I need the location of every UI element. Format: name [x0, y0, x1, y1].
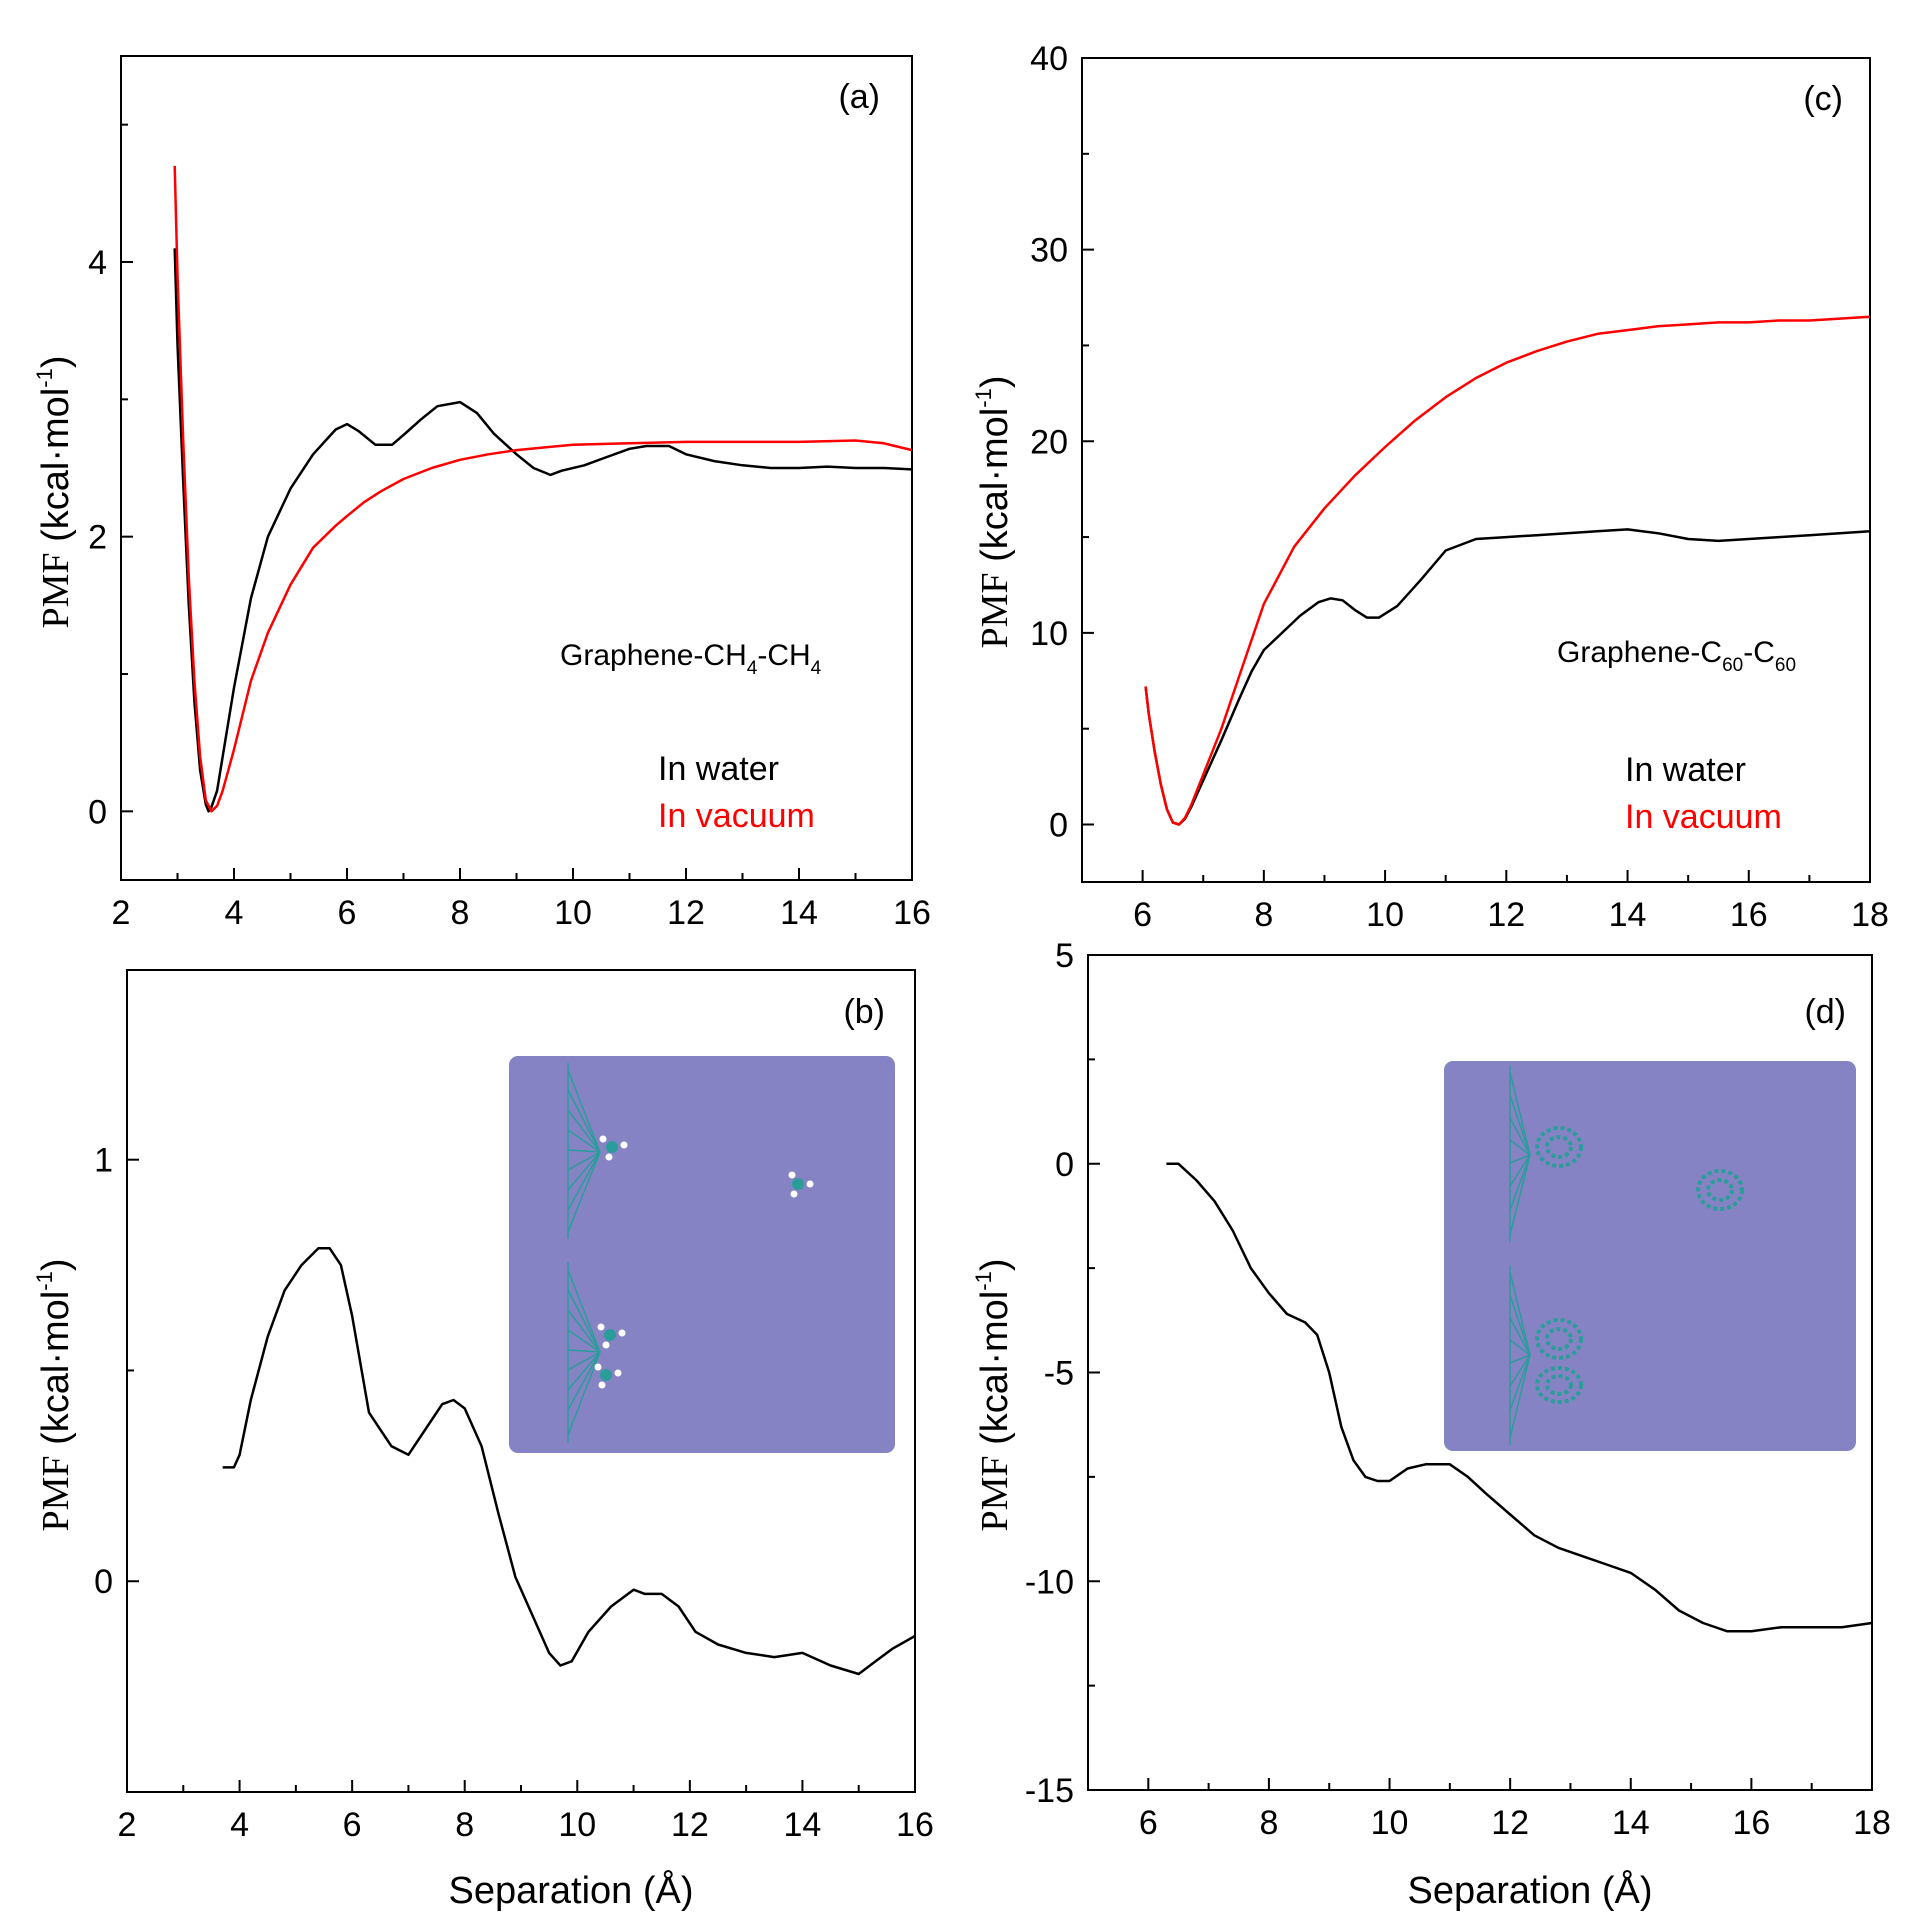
- legend-vacuum: In vacuum: [658, 797, 815, 835]
- y-axis-label: PMF (kcal·mol-1): [971, 376, 1016, 649]
- plot-lines: [173, 165, 913, 813]
- graphene-sheet-top: [1509, 1066, 1531, 1242]
- y-tick-label: 4: [88, 244, 107, 282]
- x-tick-label: 8: [451, 894, 470, 932]
- x-axis-label: Separation (Å): [1407, 1868, 1652, 1912]
- y-tick-label: -10: [1025, 1563, 1074, 1601]
- x-tick-label: 16: [896, 1806, 934, 1844]
- plot-lines: [1144, 315, 1871, 826]
- x-tick-label: 6: [1133, 896, 1152, 934]
- methane-molecule: [594, 1363, 622, 1389]
- x-tick-label: 8: [1254, 896, 1273, 934]
- legend-vacuum: In vacuum: [1625, 798, 1782, 836]
- x-axis-label: Separation (Å): [448, 1868, 693, 1912]
- x-tick-label: 16: [1732, 1804, 1770, 1842]
- y-tick-label: 0: [1055, 1146, 1074, 1184]
- y-axis-label: PMF (kcal·mol-1): [32, 1259, 77, 1532]
- inset-snapshot: [1444, 1061, 1856, 1451]
- axis-ticks: 6 8 10 12 14 16 18 0 10 20 30 40: [1030, 40, 1889, 934]
- series-line-in-vacuum: [1144, 315, 1871, 826]
- x-tick-label: 8: [1259, 1804, 1278, 1842]
- panel-label: (c): [1803, 80, 1843, 118]
- x-tick-label: 8: [455, 1806, 474, 1844]
- panel-label: (a): [838, 78, 880, 116]
- plot-lines: [222, 1246, 916, 1676]
- x-tick-label: 16: [893, 894, 931, 932]
- graphene-sheet-top: [567, 1063, 601, 1239]
- series-line-pmf: [222, 1246, 916, 1676]
- graphene-sheet-bottom: [1509, 1266, 1531, 1445]
- y-tick-label: 0: [1049, 807, 1068, 845]
- series-line-in-water: [173, 248, 913, 813]
- methane-molecule: [788, 1171, 814, 1198]
- y-axis-label: PMF (kcal·mol-1): [32, 356, 77, 629]
- panel-a: 2 4 6 8 10 12 14 16 0 2 4 (a) Graphene-CH4-CH4 In …: [32, 55, 931, 932]
- y-tick-label: -15: [1025, 1772, 1074, 1810]
- x-tick-label: 4: [225, 894, 244, 932]
- c60-molecule: [1696, 1169, 1744, 1211]
- axis-ticks: 2 4 6 8 10 12 14 16 0 1: [94, 1142, 934, 1844]
- axis-ticks: 6 8 10 12 14 16 18 -15 -10 -5 0 5: [1025, 937, 1891, 1842]
- x-tick-label: 6: [338, 894, 357, 932]
- y-tick-label: 10: [1030, 615, 1068, 653]
- x-tick-label: 12: [671, 1806, 709, 1844]
- y-tick-label: 30: [1030, 232, 1068, 270]
- x-tick-label: 10: [554, 894, 592, 932]
- c60-molecule: [1535, 1126, 1583, 1168]
- y-tick-label: 40: [1030, 40, 1068, 78]
- y-tick-label: 2: [88, 519, 107, 557]
- y-tick-label: 1: [94, 1142, 113, 1180]
- graphene-sheet-bottom: [567, 1262, 601, 1443]
- series-line-in-water: [1144, 528, 1871, 826]
- y-tick-label: 20: [1030, 423, 1068, 461]
- panel-d: 6 8 10 12 14 16 18 -15 -10 -5 0 5 (d) Separation (Å…: [971, 937, 1891, 1912]
- x-tick-label: 14: [780, 894, 818, 932]
- y-tick-label: 0: [94, 1563, 113, 1601]
- panel-b: 2 4 6 8 10 12 14 16 0 1 (b) Separation (Å) PMF (k…: [32, 969, 934, 1912]
- x-tick-label: 2: [112, 894, 131, 932]
- methane-molecule: [597, 1323, 626, 1349]
- legend-water: In water: [658, 750, 779, 788]
- x-tick-label: 12: [667, 894, 705, 932]
- x-tick-label: 14: [1612, 1804, 1650, 1842]
- inset-background: [1444, 1061, 1856, 1451]
- inset-background: [509, 1056, 895, 1453]
- methane-molecule: [599, 1135, 628, 1161]
- y-tick-label: 5: [1055, 937, 1074, 975]
- x-tick-label: 10: [1371, 1804, 1409, 1842]
- x-tick-label: 16: [1730, 896, 1768, 934]
- x-tick-label: 12: [1487, 896, 1525, 934]
- panel-label: (b): [843, 993, 885, 1031]
- panel-c: 6 8 10 12 14 16 18 0 10 20 30 40 (c) Graphene-C60-C…: [971, 40, 1889, 934]
- y-tick-label: 0: [88, 793, 107, 831]
- system-label: Graphene-CH4-CH4: [560, 639, 822, 679]
- x-tick-label: 14: [1609, 896, 1647, 934]
- c60-molecule: [1535, 1366, 1583, 1404]
- y-axis-label: PMF (kcal·mol-1): [971, 1259, 1016, 1532]
- series-line-pmf: [1166, 1162, 1873, 1633]
- x-tick-label: 12: [1491, 1804, 1529, 1842]
- series-line-in-vacuum: [173, 165, 913, 813]
- x-tick-label: 4: [230, 1806, 249, 1844]
- x-tick-label: 6: [343, 1806, 362, 1844]
- x-tick-label: 10: [1366, 896, 1404, 934]
- x-tick-label: 2: [118, 1806, 137, 1844]
- y-tick-label: -5: [1044, 1355, 1074, 1393]
- x-tick-label: 6: [1139, 1804, 1158, 1842]
- system-label: Graphene-C60-C60: [1557, 636, 1796, 676]
- panel-label: (d): [1804, 993, 1846, 1031]
- x-tick-label: 14: [784, 1806, 822, 1844]
- x-tick-label: 18: [1851, 896, 1889, 934]
- plot-lines: [1166, 1162, 1873, 1633]
- axis-ticks: 2 4 6 8 10 12 14 16 0 2 4: [88, 123, 931, 932]
- x-tick-label: 10: [558, 1806, 596, 1844]
- c60-molecule: [1535, 1318, 1583, 1360]
- x-tick-label: 18: [1853, 1804, 1891, 1842]
- plot-frame: [1081, 57, 1871, 883]
- inset-snapshot: [509, 1056, 895, 1453]
- legend-water: In water: [1625, 751, 1746, 789]
